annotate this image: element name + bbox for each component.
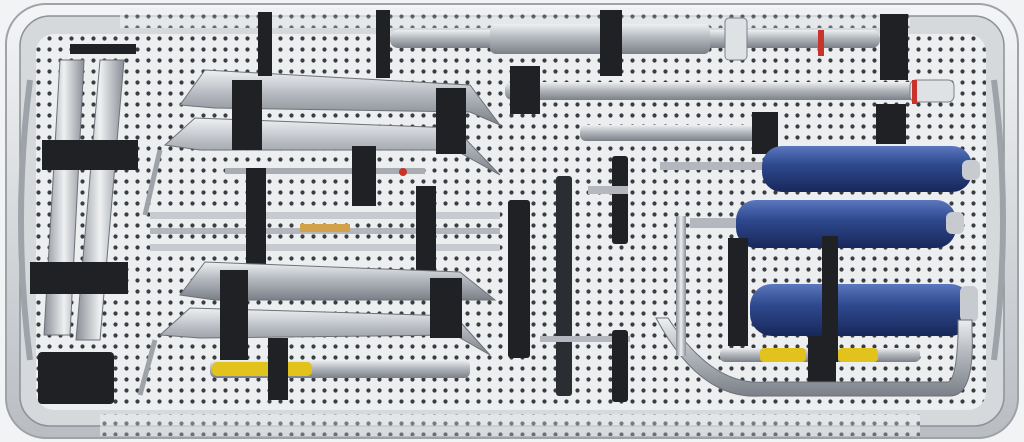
right-blue-handles <box>660 146 980 362</box>
yellow-handle-drivers <box>210 334 920 400</box>
center-rods <box>150 146 500 276</box>
vertical-clips <box>508 156 686 402</box>
curved-bar <box>655 317 973 397</box>
upper-left-retractors <box>142 69 502 216</box>
lower-left-retractors <box>137 261 497 396</box>
top-long-drill <box>258 10 908 80</box>
mid-drill <box>505 66 955 154</box>
left-forceps <box>30 44 138 404</box>
